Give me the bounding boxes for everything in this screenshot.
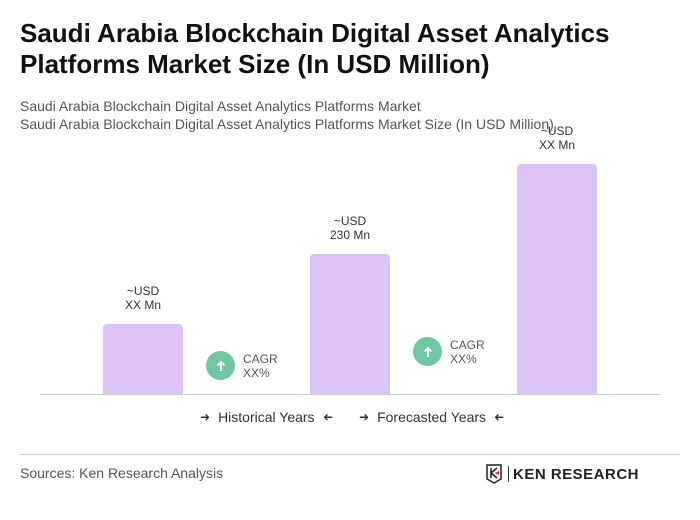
logo-text: KEN RESEARCH xyxy=(513,465,640,483)
data-label-line: 230 Mn xyxy=(329,228,371,242)
logo-mark-icon xyxy=(486,464,502,484)
bar-2 xyxy=(517,163,597,394)
cagr-label: CAGR xyxy=(450,337,485,352)
bar-0 xyxy=(103,324,183,394)
data-label-1: ~USD 230 Mn xyxy=(290,214,410,242)
subtitle-secondary: Saudi Arabia Blockchain Digital Asset An… xyxy=(20,116,554,132)
data-label-line: XX Mn xyxy=(538,137,575,152)
arrow-up-icon xyxy=(413,337,442,366)
arrow-left-icon: ➜ xyxy=(322,410,333,424)
cagr-badge-historical: CAGR XX% xyxy=(206,351,278,380)
arrow-left-icon: ➜ xyxy=(494,410,505,424)
arrow-right-icon: ➜ xyxy=(359,410,370,424)
arrow-up-icon xyxy=(206,351,235,380)
footer-divider xyxy=(20,454,680,455)
ken-research-logo: KEN RESEARCH xyxy=(486,464,639,484)
data-label-line: ~USD xyxy=(540,123,574,138)
subtitle: Saudi Arabia Blockchain Digital Asset An… xyxy=(20,98,421,114)
legend-historical: ➜ Historical Years ➜ xyxy=(200,409,333,425)
legend-forecasted-label: Forecasted Years xyxy=(377,409,487,425)
bar-1 xyxy=(310,254,390,394)
arrow-right-icon: ➜ xyxy=(200,410,211,424)
sources-text: Sources: Ken Research Analysis xyxy=(20,465,224,481)
data-label-0: ~USD XX Mn xyxy=(83,284,203,312)
legend-forecasted: ➜ Forecasted Years ➜ xyxy=(359,409,504,425)
data-label-line: XX Mn xyxy=(124,298,161,312)
legend-historical-label: Historical Years xyxy=(218,409,315,425)
cagr-value: XX% xyxy=(243,365,270,380)
data-label-line: ~USD xyxy=(126,284,160,298)
cagr-value: XX% xyxy=(450,351,477,366)
data-label-line: ~USD xyxy=(333,214,367,228)
x-axis-line xyxy=(40,394,660,395)
page-title: Saudi Arabia Blockchain Digital Asset An… xyxy=(20,18,610,79)
data-label-2: ~USD XX Mn xyxy=(497,124,617,152)
cagr-badge-forecast: CAGR XX% xyxy=(413,337,485,366)
cagr-label: CAGR xyxy=(243,351,278,366)
